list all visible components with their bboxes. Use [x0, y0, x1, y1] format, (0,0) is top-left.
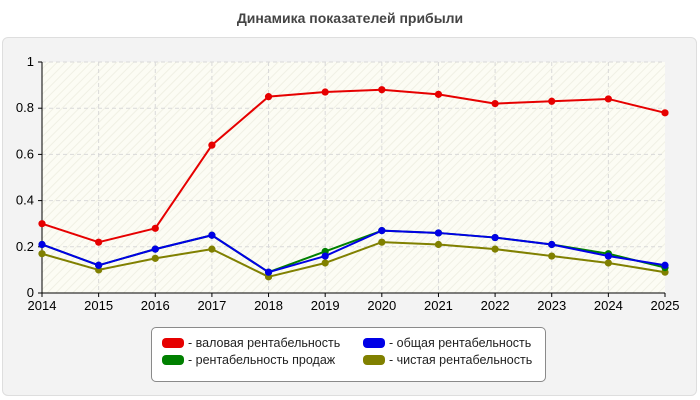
series-line: [41, 88, 666, 244]
x-tick-label: 2018: [254, 298, 283, 313]
data-point: [321, 252, 329, 260]
legend-swatch-green: [162, 355, 184, 365]
data-point: [548, 240, 556, 249]
legend-item-net-margin: - чистая рентабельность: [363, 353, 532, 367]
data-point: [151, 254, 159, 262]
series-2: [38, 227, 669, 276]
x-tick-label: 2017: [197, 298, 226, 313]
data-point: [208, 141, 216, 149]
x-tick-label: 2015: [84, 298, 113, 313]
data-point: [548, 97, 556, 105]
data-point: [95, 261, 103, 269]
data-point: [491, 245, 499, 253]
legend-label: - чистая рентабельность: [389, 353, 533, 367]
data-point: [378, 227, 386, 235]
data-point: [38, 250, 46, 258]
x-tick-label: 2020: [367, 298, 396, 313]
y-tick-label: 0.4: [16, 193, 34, 208]
data-point: [208, 245, 216, 253]
legend-swatch-blue: [363, 338, 385, 348]
series-group: [38, 86, 669, 281]
x-tick-label: 2019: [311, 298, 340, 313]
data-point: [208, 231, 216, 239]
x-tick-label: 2024: [594, 298, 623, 313]
data-point: [151, 245, 159, 253]
series-line: [41, 229, 666, 274]
data-point: [548, 252, 556, 260]
x-tick-label: 2022: [481, 298, 510, 313]
data-point: [321, 259, 329, 267]
data-point: [378, 86, 386, 94]
data-point: [434, 90, 443, 98]
x-tick-label: 2016: [141, 298, 170, 313]
legend-label: - валовая рентабельность: [188, 336, 341, 350]
data-point: [604, 95, 612, 103]
legend-swatch-red: [162, 338, 184, 348]
legend-label: - общая рентабельность: [389, 336, 532, 350]
y-tick-label: 0.8: [16, 100, 34, 115]
y-tick-label: 0.6: [16, 146, 34, 161]
x-tick-label: 2025: [651, 298, 680, 313]
data-point: [604, 259, 612, 267]
data-point: [434, 229, 443, 237]
x-tick-label: 2023: [537, 298, 566, 313]
data-point: [321, 88, 329, 96]
legend-item-overall-margin: - общая рентабельность: [363, 336, 531, 350]
data-point: [491, 99, 499, 108]
x-tick-label: 2014: [28, 298, 57, 313]
data-point: [661, 109, 669, 117]
data-point: [434, 240, 443, 249]
series-0: [38, 86, 669, 246]
data-point: [491, 233, 499, 242]
data-point: [661, 261, 669, 269]
legend-label: - рентабельность продаж: [188, 353, 336, 367]
data-point: [604, 252, 612, 260]
data-point: [38, 240, 46, 249]
data-point: [264, 268, 273, 276]
legend-swatch-olive: [363, 355, 385, 365]
legend: - валовая рентабельность - общая рентабе…: [151, 327, 546, 382]
data-point: [38, 220, 46, 228]
y-tick-label: 0.2: [16, 239, 34, 254]
legend-item-sales-margin: - рентабельность продаж: [162, 353, 335, 367]
data-point: [95, 238, 103, 246]
series-line: [41, 241, 666, 278]
y-tick-label: 1: [27, 54, 34, 69]
data-point: [264, 93, 273, 101]
legend-item-gross-margin: - валовая рентабельность: [162, 336, 340, 350]
x-tick-label: 2021: [424, 298, 453, 313]
grid-lines: [42, 61, 665, 293]
data-point: [378, 238, 386, 246]
tick-labels: 0 0.2 0.4 0.6 0.8 1 2014 2015 2016 2017 2018 2019 20…: [16, 54, 680, 313]
y-tick-label: 0: [27, 285, 34, 300]
data-point: [151, 224, 159, 232]
chart-title: Динамика показателей прибыли: [236, 10, 464, 26]
